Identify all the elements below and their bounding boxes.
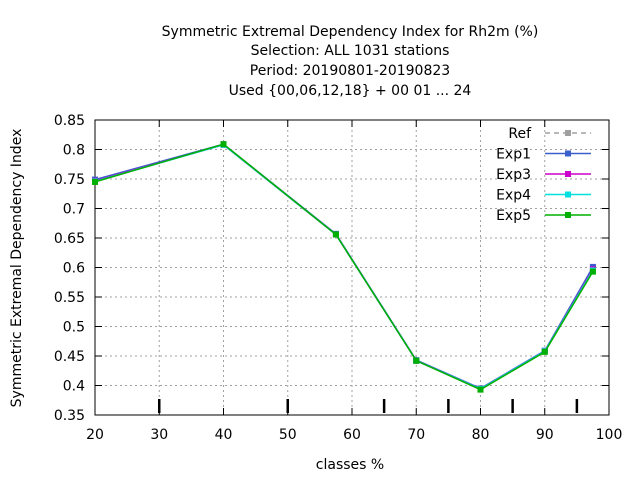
class-marks: [158, 399, 579, 413]
y-tick-label: 0.8: [63, 143, 85, 159]
data-point: [477, 386, 484, 393]
y-tick-label: 0.6: [63, 261, 85, 277]
y-tick-label: 0.85: [54, 113, 85, 129]
x-tick-label: 50: [279, 427, 297, 443]
legend-marker: [565, 212, 571, 218]
legend-label: Exp1: [496, 147, 531, 163]
legend-label: Exp5: [496, 208, 531, 224]
legend-item-exp3: Exp3: [496, 167, 591, 183]
legend: Ref Exp1 Exp3 Exp4 Exp5: [496, 126, 591, 224]
legend-label: Ref: [508, 126, 532, 142]
y-tick-label: 0.35: [54, 408, 85, 424]
x-tick-label: 100: [596, 427, 623, 443]
data-point: [92, 178, 98, 185]
grid: [95, 120, 609, 415]
data-point: [541, 348, 548, 355]
x-tick-label: 40: [215, 427, 233, 443]
x-axis-label: classes %: [316, 457, 384, 473]
series: [92, 141, 596, 393]
x-tick-label: 60: [343, 427, 361, 443]
y-axis-label: Symmetric Extremal Dependency Index: [9, 129, 25, 408]
x-tick-label: 90: [536, 427, 554, 443]
series-exp5: [92, 141, 596, 393]
legend-item-exp4: Exp4: [496, 188, 591, 204]
data-point: [220, 141, 227, 148]
chart-title-line-4: Used {00,06,12,18} + 00 01 ... 24: [229, 83, 472, 99]
y-tick-label: 0.7: [63, 202, 85, 218]
y-tick-label: 0.65: [54, 231, 85, 247]
legend-item-exp1: Exp1: [496, 147, 591, 163]
x-tick-label: 30: [150, 427, 168, 443]
legend-item-ref: Ref: [508, 126, 591, 142]
legend-marker: [565, 191, 571, 198]
legend-marker: [565, 171, 571, 177]
y-tick-label: 0.75: [54, 172, 85, 188]
x-tick-label: 80: [472, 427, 490, 443]
y-tick-label: 0.4: [63, 379, 85, 395]
y-tick-label: 0.5: [63, 320, 85, 336]
y-tick-label: 0.55: [54, 290, 85, 306]
data-point: [332, 231, 339, 238]
chart-title-line-3: Period: 20190801-20190823: [250, 63, 450, 79]
legend-item-exp5: Exp5: [496, 208, 591, 224]
x-tick-label: 70: [407, 427, 425, 443]
legend-label: Exp3: [496, 167, 531, 183]
legend-label: Exp4: [496, 188, 531, 204]
chart-title: Symmetric Extremal Dependency Index for …: [162, 24, 539, 99]
y-tick-label: 0.45: [54, 349, 85, 365]
chart-title-line-2: Selection: ALL 1031 stations: [251, 43, 450, 59]
x-tick-label: 20: [86, 427, 104, 443]
legend-marker: [565, 130, 571, 136]
legend-marker: [565, 150, 571, 157]
data-point: [413, 357, 420, 364]
chart-title-line-1: Symmetric Extremal Dependency Index for …: [162, 24, 539, 40]
data-point: [589, 268, 596, 275]
axis-ticks: 0.35 0.4 0.45 0.5 0.55 0.6 0.65 0.7 0.75 0.8 0.85 2…: [54, 113, 623, 443]
